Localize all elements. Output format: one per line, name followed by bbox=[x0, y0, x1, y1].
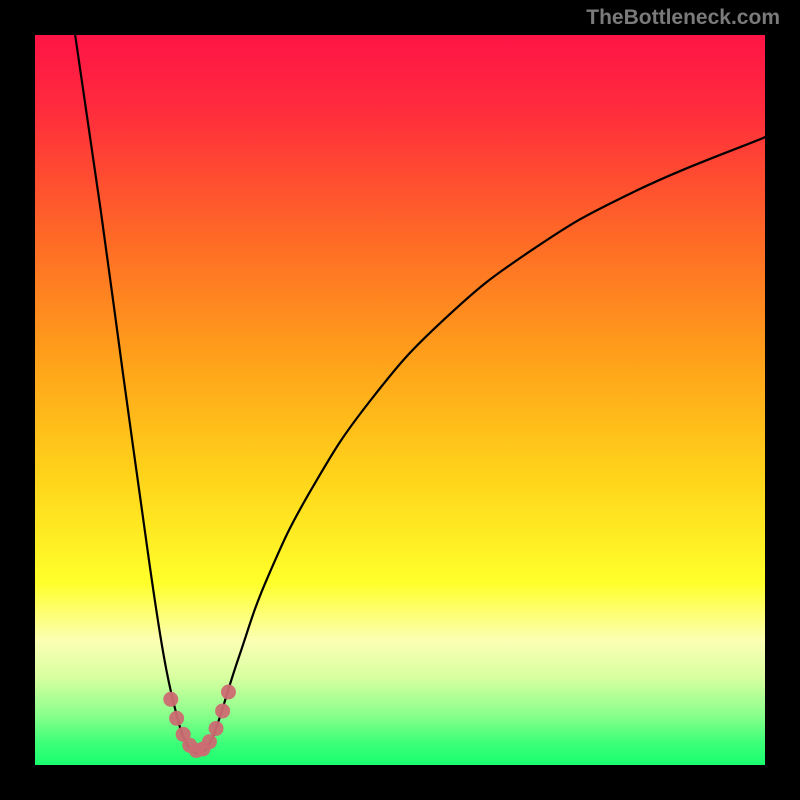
valley-marker bbox=[221, 685, 236, 700]
valley-marker bbox=[215, 703, 230, 718]
valley-marker bbox=[169, 711, 184, 726]
chart-svg bbox=[0, 0, 800, 800]
valley-marker bbox=[209, 721, 224, 736]
valley-marker bbox=[163, 692, 178, 707]
gradient-background bbox=[35, 35, 765, 765]
chart-stage: TheBottleneck.com bbox=[0, 0, 800, 800]
valley-marker bbox=[202, 734, 217, 749]
